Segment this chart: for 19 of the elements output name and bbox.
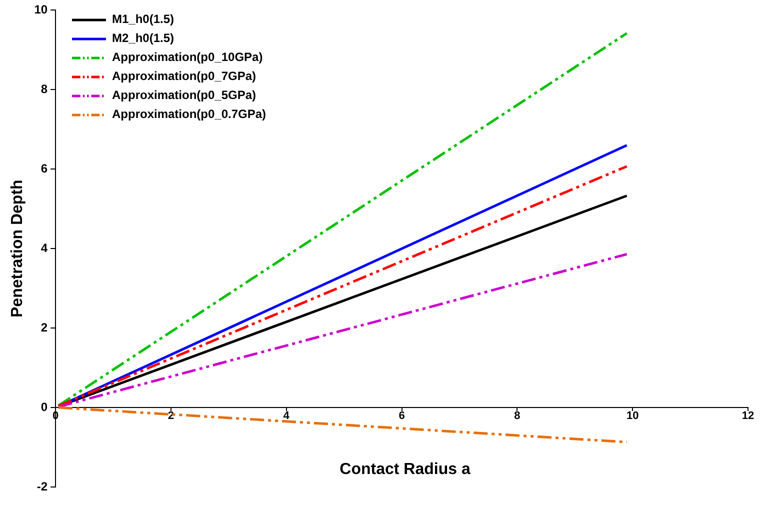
legend-label: Approximation(p0_0.7GPa) (112, 106, 266, 123)
x-tick-label: 12 (742, 410, 754, 422)
x-tick-label: 10 (626, 410, 639, 422)
y-tick-label: 6 (40, 161, 48, 176)
y-tick-label: 2 (40, 320, 48, 334)
legend-label: Approximation(p0_10GPa) (112, 49, 263, 66)
legend-label: M2_h0(1.5) (112, 30, 174, 47)
y-tick-label: 8 (40, 82, 48, 96)
x-axis-title: Contact Radius a (338, 461, 472, 479)
x-tick-label: 8 (514, 410, 520, 422)
y-tick-label: 4 (40, 240, 48, 255)
y-tick-label: 10 (34, 2, 48, 17)
y-axis-title: Penetration Depth (9, 180, 26, 318)
legend-label: Approximation(p0_7GPa) (112, 68, 256, 85)
legend-label: Approximation(p0_5GPa) (112, 87, 256, 104)
x-tick-label: 4 (283, 410, 290, 422)
y-tick-label: -2 (36, 479, 48, 494)
x-tick-label: 6 (398, 410, 405, 422)
legend-label: M1_h0(1.5) (112, 11, 174, 28)
